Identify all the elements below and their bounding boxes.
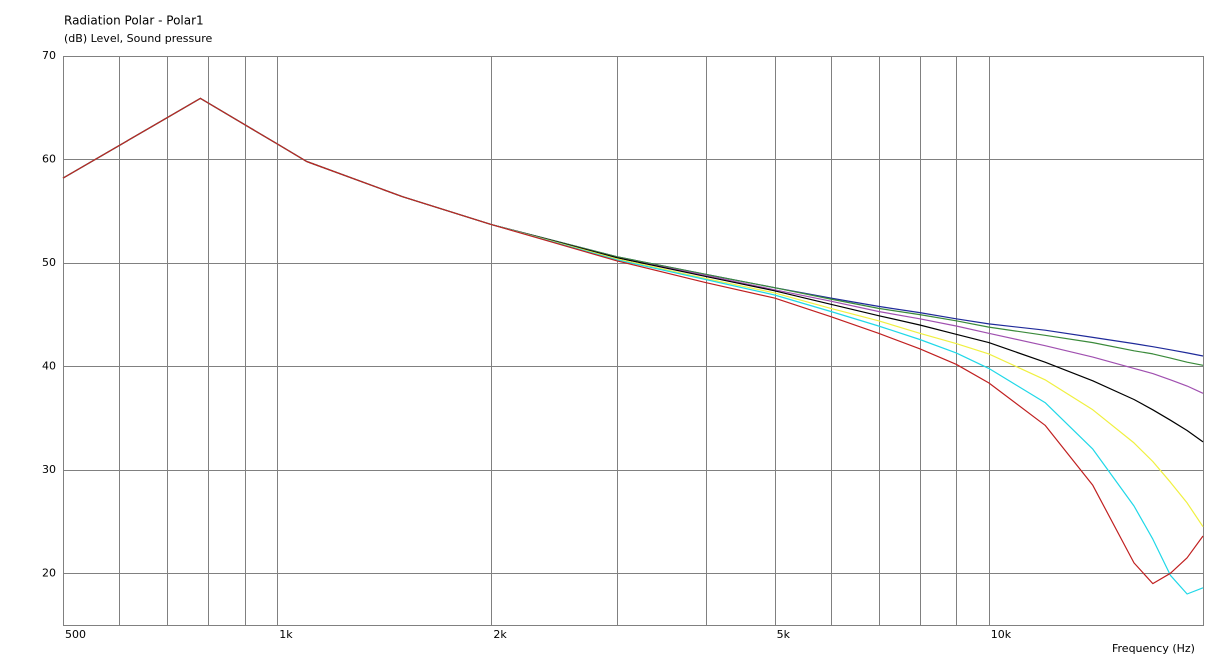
x-tick-label: 2k [493,628,507,641]
y-tick-label: 40 [42,359,56,372]
y-tick-label: 50 [42,256,56,269]
x-tick-label: 10k [991,628,1012,641]
x-tick-label: 5k [777,628,791,641]
y-tick-label: 20 [42,566,56,579]
series-line [62,97,1204,585]
y-tick-label: 30 [42,463,56,476]
y-tick-label: 60 [42,152,56,165]
x-axis-label: Frequency (Hz) [1112,642,1195,655]
chart-title: Radiation Polar - Polar1 [64,14,204,28]
y-axis-label: (dB) Level, Sound pressure [64,32,213,45]
plot-border [63,56,1204,626]
y-tick-label: 70 [42,49,56,62]
x-tick-label: 500 [65,628,86,641]
x-tick-label: 1k [279,628,293,641]
